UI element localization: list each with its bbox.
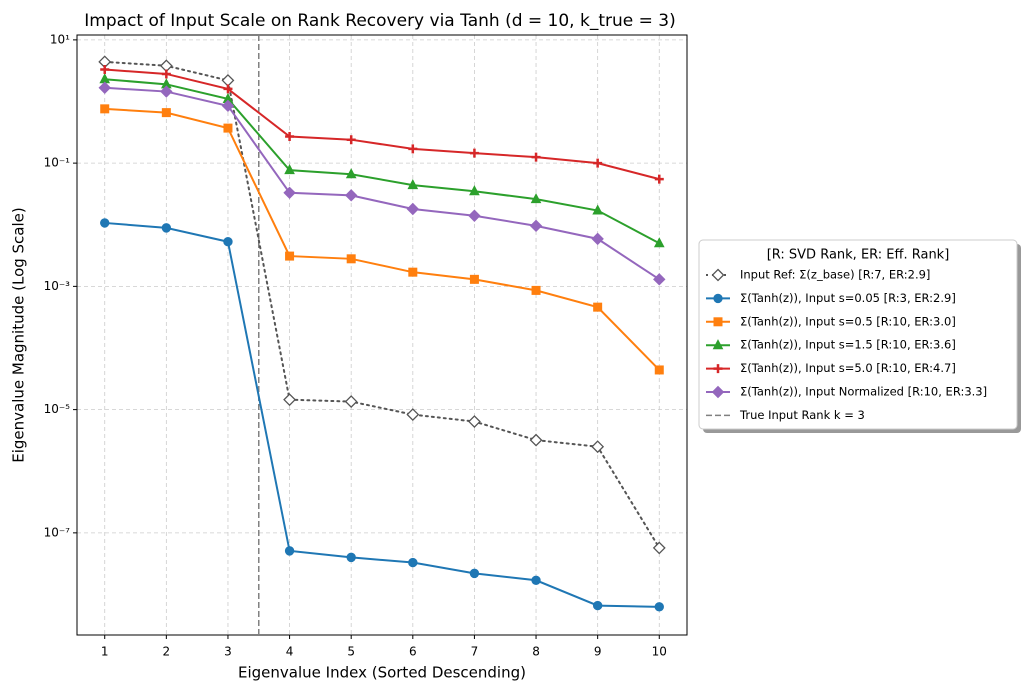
marker (468, 415, 481, 428)
marker (408, 144, 418, 154)
marker (283, 186, 296, 200)
marker (223, 237, 233, 247)
marker (344, 189, 358, 202)
marker (529, 219, 543, 233)
marker (223, 84, 233, 94)
marker (713, 317, 723, 327)
marker (408, 267, 418, 277)
legend (698, 239, 1018, 430)
marker (469, 274, 479, 284)
marker (346, 135, 356, 145)
legend-label: True Input Rank k = 3 (739, 408, 865, 422)
marker (591, 232, 604, 246)
marker (711, 385, 725, 399)
marker (530, 193, 542, 204)
marker (100, 218, 110, 228)
marker (654, 174, 664, 184)
y-tick-label: 10⁻⁵ (44, 402, 71, 416)
legend-label: Σ(Tanh(z)), Input s=0.05 [R:3, ER:2.9] (740, 291, 956, 305)
marker (713, 364, 723, 374)
marker (712, 339, 724, 350)
y-axis-label: Eigenvalue Magnitude (Log Scale) (10, 207, 28, 463)
marker (284, 546, 295, 556)
legend-title: [R: SVD Rank, ER: Eff. Rank] (767, 248, 950, 263)
marker (591, 440, 605, 454)
marker (221, 99, 235, 113)
legend-label: Σ(Tanh(z)), Input Normalized [R:10, ER:3… (740, 385, 987, 399)
marker (592, 204, 603, 215)
marker (100, 104, 110, 114)
marker (406, 408, 420, 422)
series-line (104, 68, 660, 181)
y-tick-label: 10⁻³ (44, 279, 71, 293)
marker (652, 541, 666, 555)
marker (345, 168, 357, 179)
marker (285, 251, 295, 261)
marker (161, 69, 171, 79)
marker (531, 575, 541, 585)
marker (653, 273, 666, 286)
x-tick-label: 5 (347, 645, 355, 659)
marker (711, 268, 725, 282)
marker (99, 73, 111, 84)
y-tick-label: 10⁻¹ (44, 156, 71, 170)
marker (283, 393, 296, 407)
marker (284, 164, 295, 175)
x-tick-label: 9 (594, 645, 602, 659)
marker (344, 395, 358, 409)
marker (161, 108, 171, 118)
series-line (103, 60, 661, 549)
marker (593, 302, 603, 312)
marker (223, 123, 233, 133)
series-line (104, 221, 660, 608)
marker (469, 148, 479, 158)
marker (408, 557, 418, 568)
plot-frame (76, 34, 688, 636)
x-tick-label: 6 (409, 645, 417, 659)
marker (653, 237, 665, 248)
marker (469, 185, 480, 196)
legend-label: Σ(Tanh(z)), Input s=0.5 [R:10, ER:3.0] (740, 314, 956, 328)
x-tick-label: 3 (224, 645, 232, 659)
x-axis-label: Eigenvalue Index (Sorted Descending) (238, 664, 526, 682)
marker (713, 293, 723, 304)
marker (654, 602, 664, 612)
x-tick-label: 8 (532, 645, 540, 659)
marker (468, 209, 481, 222)
x-tick-label: 7 (471, 645, 479, 659)
marker (98, 81, 111, 94)
marker (221, 73, 235, 87)
legend-label: Σ(Tanh(z)), Input s=5.0 [R:10, ER:4.7] (740, 361, 956, 375)
marker (407, 179, 419, 190)
marker (592, 600, 603, 611)
marker (593, 158, 603, 168)
x-tick-label: 2 (163, 645, 171, 659)
x-tick-label: 10 (652, 645, 667, 659)
marker (160, 85, 173, 98)
marker (531, 152, 541, 162)
marker (531, 285, 541, 295)
marker (346, 254, 356, 264)
x-tick-label: 4 (286, 645, 294, 659)
marker (100, 65, 110, 75)
y-tick-label: 10¹ (50, 32, 70, 46)
marker (346, 552, 356, 563)
marker (469, 568, 480, 579)
series-line (104, 107, 660, 371)
x-tick-label: 1 (101, 645, 109, 659)
legend-label: Input Ref: Σ(z_base) [R:7, ER:2.9] (740, 268, 930, 282)
marker (529, 433, 543, 447)
chart-title: Impact of Input Scale on Rank Recovery v… (84, 11, 675, 31)
legend-label: Σ(Tanh(z)), Input s=1.5 [R:10, ER:3.6] (740, 338, 956, 352)
marker (406, 202, 420, 216)
y-tick-label: 10⁻⁷ (44, 525, 71, 539)
series-line (104, 86, 660, 281)
series-line (104, 78, 660, 245)
marker (654, 365, 664, 375)
marker (161, 223, 172, 233)
marker (285, 132, 295, 142)
